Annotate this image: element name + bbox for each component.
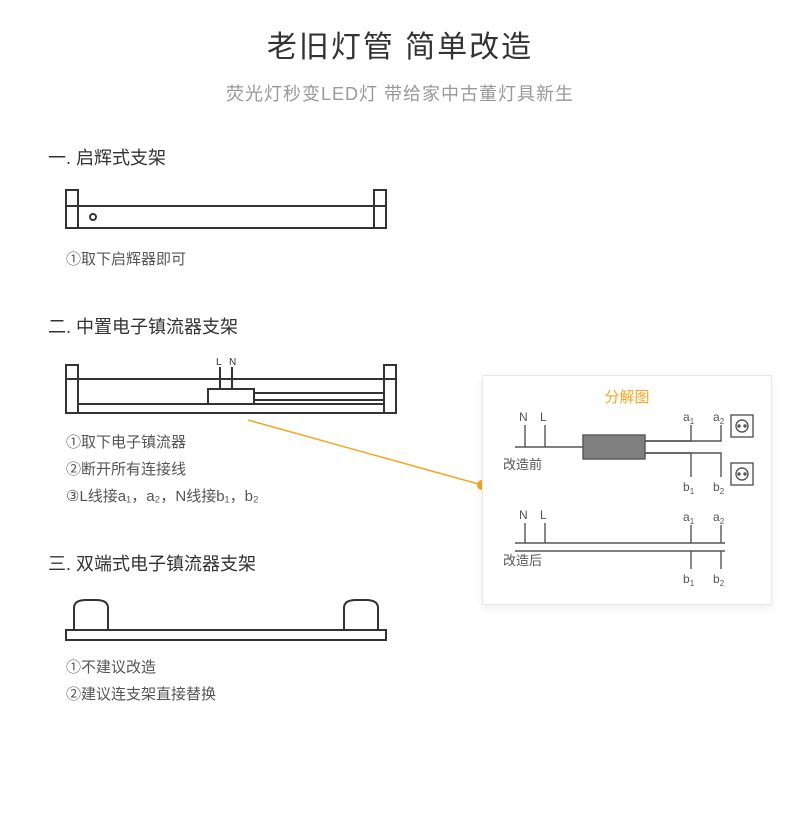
svg-text:a1: a1 — [683, 510, 695, 526]
diagram-center-ballast: L N — [48, 353, 413, 421]
diagram-starter-bracket — [48, 184, 403, 238]
detail-title: 分解图 — [495, 386, 759, 407]
section-1: 一. 启辉式支架 ①取下启辉器即可 — [48, 144, 800, 269]
section-1-step-1: ①取下启辉器即可 — [66, 248, 800, 269]
svg-text:b2: b2 — [713, 480, 725, 496]
svg-text:a1: a1 — [683, 410, 695, 426]
svg-text:L: L — [540, 508, 547, 522]
svg-text:L: L — [216, 357, 222, 368]
svg-text:b1: b1 — [683, 572, 695, 588]
section-2-heading: 二. 中置电子镇流器支架 — [48, 313, 800, 339]
svg-text:a2: a2 — [713, 510, 725, 526]
svg-text:b1: b1 — [683, 480, 695, 496]
section-1-heading: 一. 启辉式支架 — [48, 144, 800, 170]
page-title: 老旧灯管 简单改造 — [0, 22, 800, 66]
svg-text:b2: b2 — [713, 572, 725, 588]
svg-text:N: N — [519, 410, 528, 424]
detail-before-diagram: N L a1 a2 b1 b2 改造前 — [495, 407, 761, 502]
svg-text:N: N — [519, 508, 528, 522]
svg-text:a2: a2 — [713, 410, 725, 426]
diagram-double-end — [48, 590, 403, 646]
detail-after-label: 改造后 — [503, 553, 542, 568]
page-subtitle: 荧光灯秒变LED灯 带给家中古董灯具新生 — [0, 80, 800, 106]
svg-text:L: L — [540, 410, 547, 424]
section-3-step-2: ②建议连支架直接替换 — [66, 683, 800, 704]
detail-before-label: 改造前 — [503, 457, 542, 472]
detail-box: 分解图 N L a1 a2 — [482, 375, 772, 605]
section-3-step-1: ①不建议改造 — [66, 656, 800, 677]
svg-text:N: N — [229, 357, 236, 368]
detail-after-diagram: N L a1 a2 b1 b2 改造后 — [495, 507, 761, 597]
